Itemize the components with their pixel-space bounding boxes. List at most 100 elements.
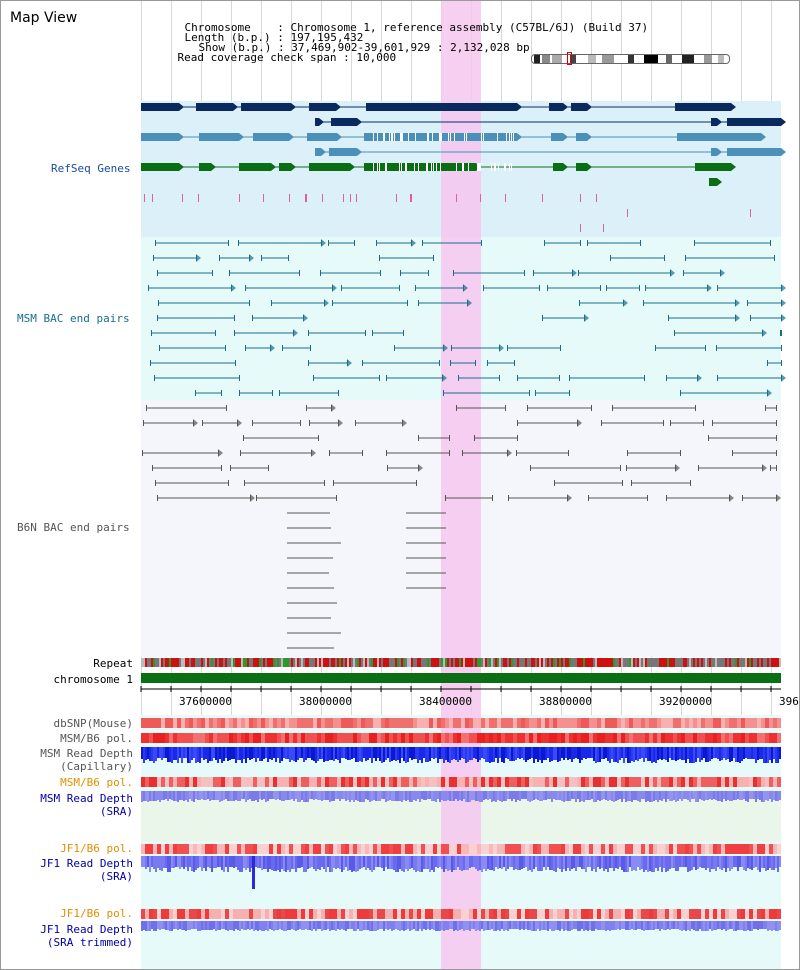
depth-bar <box>359 791 361 802</box>
jf1-depth-trimmed-label[interactable]: JF1 Read Depth (SRA trimmed) <box>40 923 133 949</box>
repeat-mark <box>519 658 521 667</box>
depth-bar <box>339 791 341 801</box>
gene-exon <box>141 133 179 141</box>
depth-bar <box>219 791 221 802</box>
depth-bar <box>375 791 377 801</box>
depth-bar <box>215 856 217 868</box>
b6n-bac-label[interactable]: B6N BAC end pairs <box>17 521 130 534</box>
depth-bar <box>743 921 745 931</box>
heat-cell <box>693 844 697 854</box>
depth-bar <box>155 747 157 761</box>
heat-cell <box>337 718 341 728</box>
depth-bar <box>463 747 465 759</box>
depth-bar <box>349 856 351 870</box>
dbsnp-label[interactable]: dbSNP(Mouse) <box>53 717 133 730</box>
depth-bar <box>495 791 497 802</box>
heat-cell <box>461 718 465 728</box>
repeat-mark <box>771 658 773 667</box>
msm-bac-pair-end <box>212 270 213 276</box>
show-label: Show (b.p.) <box>198 41 272 54</box>
repeat-mark <box>641 658 643 667</box>
heat-cell <box>181 777 185 787</box>
heat-cell <box>141 844 145 854</box>
selection-highlight[interactable] <box>441 1 481 969</box>
repeat-mark <box>691 658 693 667</box>
repeat-mark <box>353 658 355 667</box>
heat-cell <box>681 844 685 854</box>
heat-cell <box>381 718 385 728</box>
repeat-mark <box>191 658 193 667</box>
repeat-mark <box>385 658 387 667</box>
depth-bar <box>269 921 271 929</box>
depth-bar <box>683 856 685 867</box>
depth-bar <box>385 856 387 867</box>
heat-cell <box>777 718 781 728</box>
b6n-bac-pair-arrow <box>418 464 423 472</box>
heat-cell <box>625 777 629 787</box>
msm-bac-pair-end <box>747 300 748 306</box>
depth-bar <box>471 791 473 800</box>
repeat-mark <box>575 658 577 667</box>
depth-bar <box>555 791 557 800</box>
snp-tick <box>410 194 411 202</box>
msm-bac-label[interactable]: MSM BAC end pairs <box>17 312 130 325</box>
heat-cell <box>745 777 749 787</box>
gene-intron-mark <box>389 133 390 141</box>
heat-cell <box>213 733 217 743</box>
depth-bar <box>235 791 237 800</box>
msm-b6-pol-label-1[interactable]: MSM/B6 pol. <box>60 732 133 745</box>
depth-bar <box>727 747 729 759</box>
heat-cell <box>553 909 557 919</box>
depth-bar <box>269 791 271 799</box>
repeat-mark <box>373 658 375 667</box>
msm-bac-pair-end <box>770 240 771 246</box>
depth-bar <box>549 856 551 870</box>
jf1-depth-sra-label[interactable]: JF1 Read Depth (SRA) <box>40 857 133 883</box>
heat-cell <box>521 844 525 854</box>
depth-bar <box>643 856 645 872</box>
jf1-b6-pol-label-1[interactable]: JF1/B6 pol. <box>60 842 133 855</box>
repeat-mark <box>677 658 679 667</box>
heat-cell <box>489 777 493 787</box>
depth-bar <box>331 791 333 801</box>
depth-bar <box>605 921 607 931</box>
depth-bar <box>355 791 357 800</box>
msm-depth-sra-label[interactable]: MSM Read Depth (SRA) <box>40 792 133 818</box>
jf1-b6-pol-label-2[interactable]: JF1/B6 pol. <box>60 907 133 920</box>
depth-bar <box>609 921 611 931</box>
depth-bar <box>353 921 355 931</box>
depth-bar <box>567 791 569 801</box>
depth-bar <box>443 921 445 931</box>
heat-cell <box>661 909 665 919</box>
repeat-mark <box>467 658 469 667</box>
repeat-mark <box>301 658 303 667</box>
heat-cell <box>413 844 417 854</box>
repeat-mark <box>559 658 561 667</box>
chromosome-ideogram[interactable] <box>531 54 730 64</box>
msm-bac-pair-end <box>644 375 645 381</box>
heat-cell <box>593 733 597 743</box>
heat-cell <box>477 844 481 854</box>
depth-bar <box>337 856 339 868</box>
depth-bar <box>307 791 309 802</box>
depth-bar <box>279 791 281 800</box>
repeat-mark <box>689 658 691 667</box>
heat-cell <box>353 844 357 854</box>
depth-bar <box>525 856 527 867</box>
msm-b6-pol-label-2[interactable]: MSM/B6 pol. <box>60 776 133 789</box>
repeat-mark <box>579 658 581 667</box>
heat-cell <box>661 777 665 787</box>
depth-bar <box>307 856 309 869</box>
depth-bar <box>261 791 263 800</box>
heat-cell <box>229 718 233 728</box>
depth-bar <box>499 856 501 868</box>
depth-bar <box>413 747 415 759</box>
gene-exon <box>576 133 587 141</box>
depth-bar <box>541 856 543 871</box>
refseq-label[interactable]: RefSeq Genes <box>51 162 131 175</box>
gene-intron-mark <box>480 163 481 171</box>
depth-bar <box>777 921 779 931</box>
msm-depth-capillary-label[interactable]: MSM Read Depth (Capillary) <box>40 747 133 773</box>
depth-bar <box>245 791 247 802</box>
